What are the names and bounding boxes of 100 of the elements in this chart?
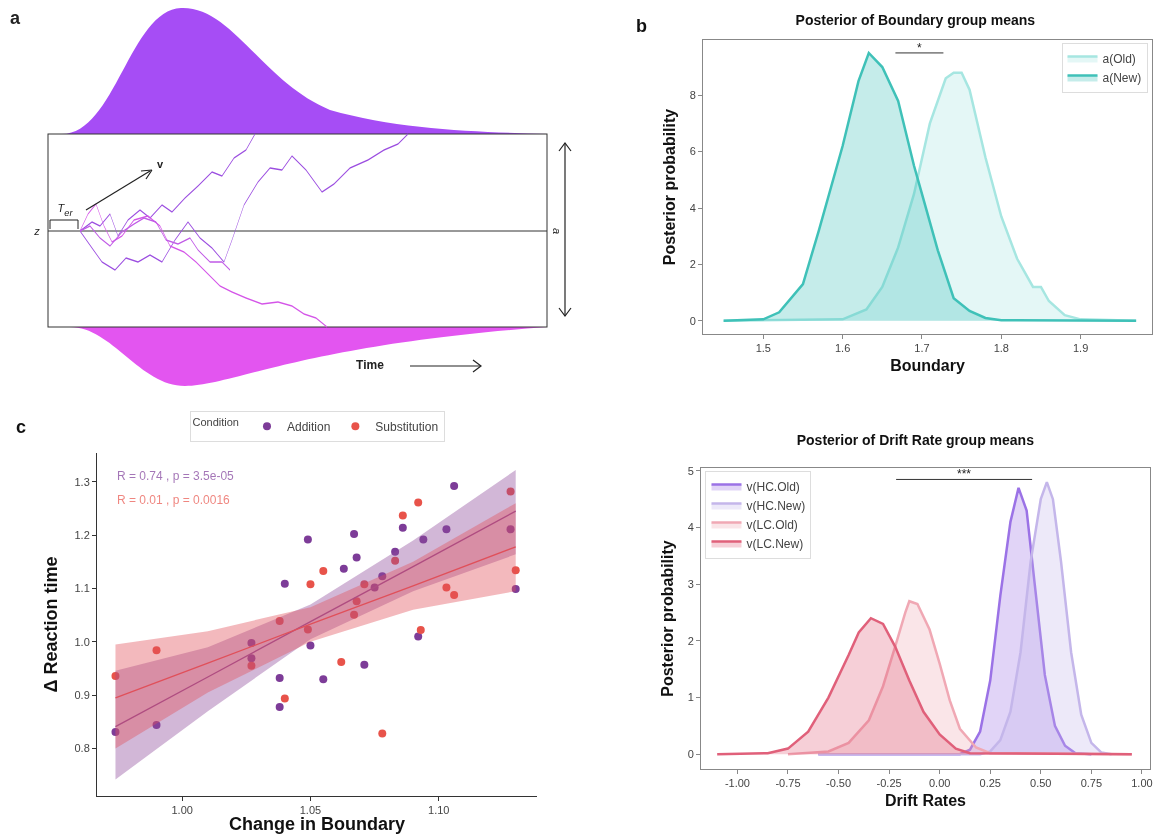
text: c [16, 417, 27, 437]
point [398, 511, 407, 520]
legend-label: a(New) [1102, 71, 1142, 86]
x-tick-label: 1.00 [171, 804, 193, 817]
y-tick-label: 6 [689, 145, 696, 158]
annotation: R = 0.01 , p = 0.0016 [117, 493, 231, 507]
point [511, 566, 520, 575]
point [111, 727, 120, 736]
legend-label: Addition [286, 419, 331, 434]
x-tick-label: 1.5 [755, 342, 771, 355]
y-tick-label: 0.9 [74, 689, 90, 702]
y-axis-title: Posterior probability [660, 108, 678, 266]
x-axis-title: Boundary [890, 356, 965, 374]
point [247, 661, 256, 670]
y-tick-label: 0 [689, 314, 696, 327]
legend-title: Condition [192, 415, 239, 428]
annotation: *** [957, 467, 972, 481]
y-tick-label: 1.2 [74, 529, 90, 541]
y-tick-label: 2 [687, 634, 694, 647]
chart-title: Posterior of Boundary group means [795, 11, 1036, 28]
point [414, 632, 423, 641]
y-tick-label: 1.0 [74, 635, 90, 648]
text: Time [356, 358, 384, 372]
x-tick-label: -1.00 [724, 777, 750, 790]
x-tick-label: 1.05 [299, 804, 322, 817]
point [378, 572, 387, 581]
y-tick-label: 2 [689, 258, 696, 271]
y-tick-label: 5 [687, 464, 694, 477]
x-tick-label: 0.50 [1030, 777, 1052, 790]
point [506, 525, 515, 534]
point [352, 553, 361, 562]
point [442, 525, 451, 534]
y-tick-label: 0.8 [74, 742, 90, 755]
point [350, 530, 359, 539]
line-series [114, 546, 517, 699]
point [450, 590, 459, 599]
point [511, 585, 520, 594]
legend-label: v(LC.New) [746, 537, 804, 552]
x-tick-label: 1.00 [1131, 777, 1153, 790]
x-tick-label: 1.8 [993, 342, 1009, 355]
point [416, 626, 425, 635]
point [339, 564, 348, 573]
point [414, 498, 423, 507]
point [247, 638, 256, 647]
point [152, 646, 161, 655]
point [275, 617, 284, 626]
point [306, 580, 315, 589]
point [280, 694, 289, 703]
x-tick-label: -0.75 [775, 777, 801, 790]
legend-label: Substitution [375, 419, 439, 434]
x-tick-label: 0.75 [1080, 777, 1103, 790]
point [391, 556, 400, 565]
x-tick-label: 1.9 [1072, 342, 1089, 355]
point [442, 583, 451, 592]
x-tick-label: 1.10 [428, 804, 450, 817]
point [506, 487, 515, 496]
x-tick-label: -0.50 [825, 777, 852, 790]
text: z [34, 225, 40, 237]
point [419, 535, 428, 544]
point [450, 482, 459, 491]
x-tick-label: 1.6 [834, 342, 851, 355]
text: T$_{er}$ [57, 202, 73, 218]
point [360, 660, 369, 669]
annotation: * [917, 41, 922, 55]
point [280, 579, 289, 588]
y-tick-label: 8 [689, 89, 696, 102]
point [306, 641, 315, 650]
point [350, 610, 359, 619]
point [360, 580, 369, 589]
point [303, 625, 312, 634]
point [303, 535, 312, 544]
x-tick-label: 0.25 [979, 777, 1001, 790]
text: a [551, 227, 563, 235]
x-tick-label: -0.25 [876, 777, 902, 790]
point [319, 566, 328, 575]
legend-label: v(HC.New) [746, 499, 806, 514]
y-tick-label: 4 [687, 521, 694, 534]
y-tick-label: 1 [687, 691, 694, 704]
point [378, 729, 387, 738]
point [247, 654, 256, 663]
chart-title: Posterior of Drift Rate group means [796, 431, 1035, 448]
x-tick-label: 0.00 [928, 777, 951, 790]
y-axis-title: Posterior probability [658, 540, 676, 697]
point [398, 523, 407, 532]
y-tick-label: 1.3 [74, 475, 90, 488]
legend-label: v(LC.Old) [746, 518, 798, 533]
point [152, 721, 161, 730]
x-axis-title: Change in Boundary [228, 814, 406, 834]
point [337, 658, 346, 667]
point [111, 671, 120, 680]
text: a [9, 7, 21, 29]
point [319, 675, 328, 684]
legend-label: v(HC.Old) [746, 480, 800, 495]
point [391, 547, 400, 556]
point [275, 702, 284, 711]
y-tick-label: 4 [689, 201, 696, 214]
x-tick-label: 1.7 [914, 342, 930, 355]
text: b [636, 16, 647, 36]
annotation: R = 0.74 , p = 3.5e-05 [117, 469, 235, 483]
x-axis-title: Drift Rates [885, 791, 967, 809]
